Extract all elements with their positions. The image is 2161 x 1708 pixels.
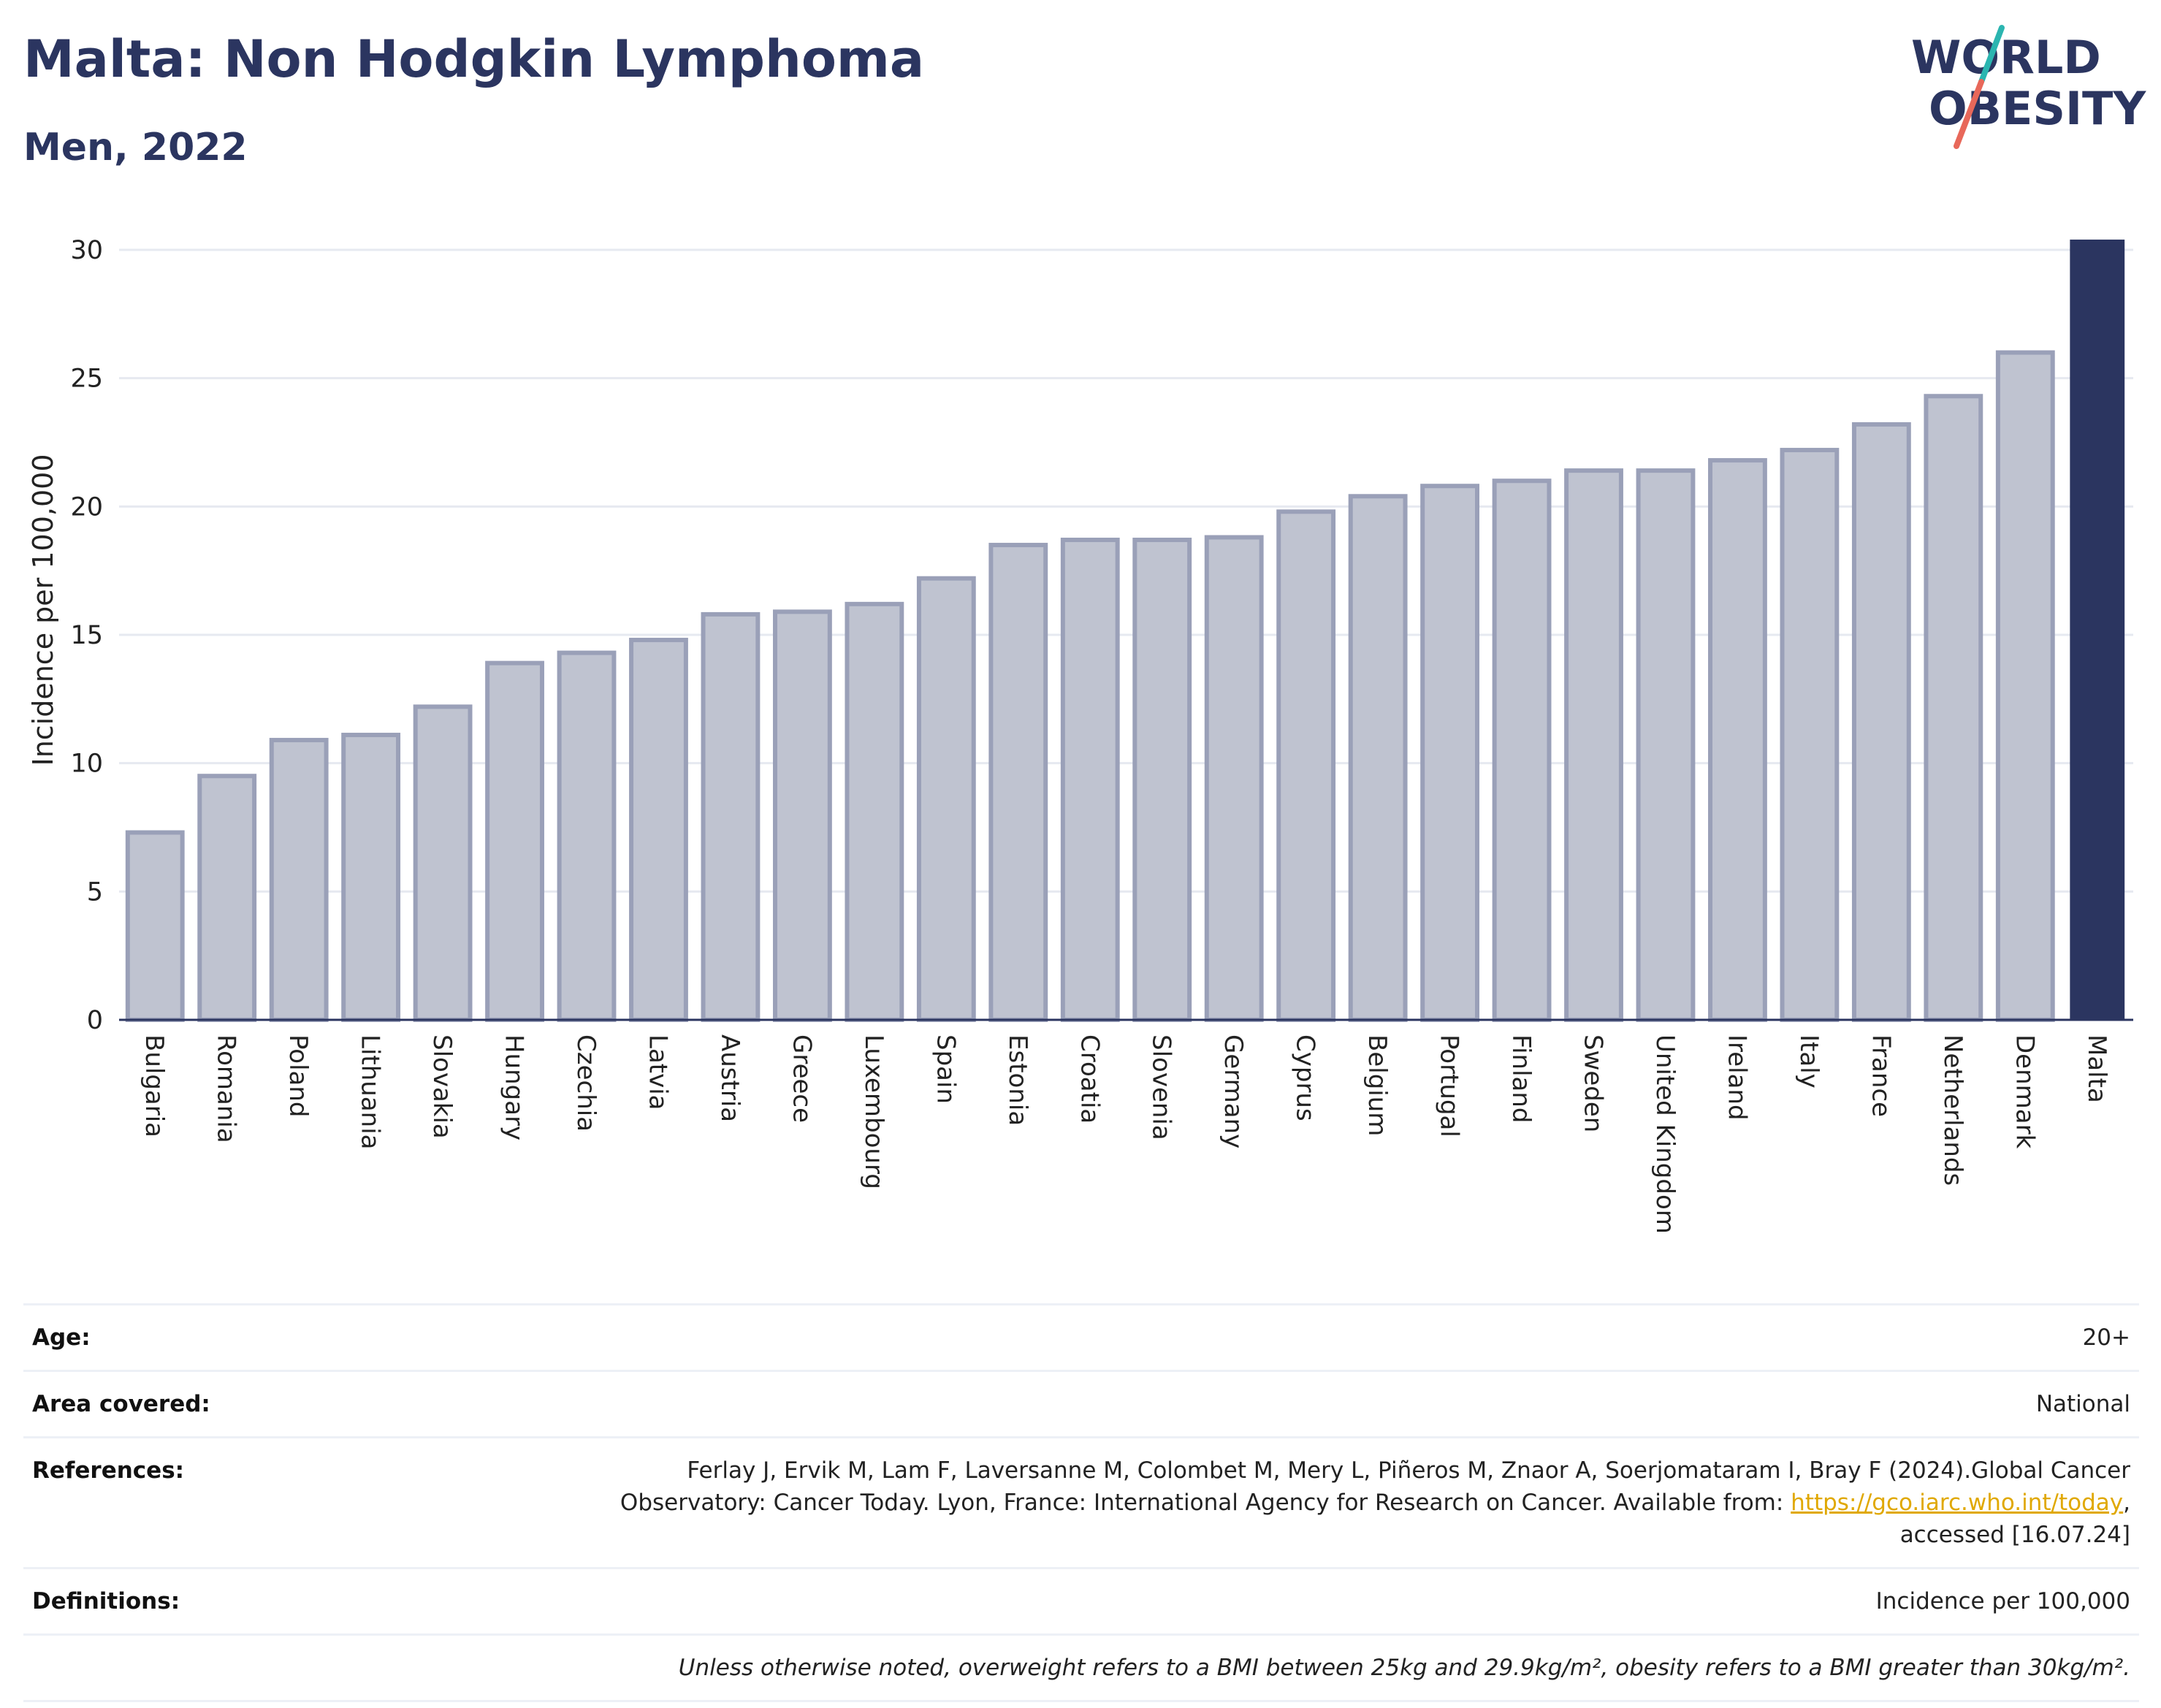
bars — [125, 239, 2125, 1023]
x-tick-label: Germany — [1219, 1034, 1248, 1148]
bar-romania — [197, 774, 257, 1022]
references-value: Ferlay J, Ervik M, Lam F, Laversanne M, … — [552, 1438, 2139, 1568]
y-axis-title: Incidence per 100,000 — [27, 454, 59, 766]
bar-belgium — [1348, 494, 1408, 1022]
axes: 0 5 10 15 20 25 30 Bulgaria Romania Poland Lithuan… — [70, 236, 2133, 1234]
logo-text-world: WORLD — [1911, 31, 2101, 84]
bmi-note: Unless otherwise noted, overweight refer… — [678, 1655, 2130, 1681]
x-tick-label: Sweden — [1579, 1034, 1608, 1132]
x-tick-label: Hungary — [500, 1034, 529, 1140]
x-tick-label: United Kingdom — [1650, 1034, 1680, 1234]
x-tick-label: Spain — [931, 1034, 960, 1104]
x-tick-label: Bulgaria — [140, 1034, 169, 1137]
x-tick-label: Slovenia — [1147, 1034, 1176, 1140]
logo-slash-coral — [1954, 79, 1984, 149]
x-tick-label: Estonia — [1003, 1034, 1032, 1126]
references-line1: Ferlay J, Ervik M, Lam F, Laversanne M, … — [687, 1457, 2130, 1484]
x-tick-label: Belgium — [1362, 1034, 1392, 1136]
bar-portugal — [1420, 484, 1480, 1022]
bar-malta — [2070, 239, 2125, 1020]
bar-italy — [1780, 448, 1840, 1023]
info-row-area: Area covered: National — [23, 1370, 2139, 1438]
age-value: 20+ — [2082, 1324, 2130, 1351]
bar-slovakia — [413, 704, 473, 1023]
y-tick-label: 30 — [70, 236, 103, 265]
definitions-label: Definitions: — [32, 1588, 180, 1614]
y-tick-label: 5 — [87, 877, 103, 907]
bar-hungary — [485, 660, 544, 1022]
bar-ireland — [1708, 458, 1767, 1022]
bar-latvia — [629, 638, 688, 1022]
bar-sweden — [1564, 468, 1623, 1022]
x-tick-label: Italy — [1794, 1034, 1823, 1089]
y-tick-label: 15 — [70, 621, 103, 650]
x-tick-label: Lithuania — [356, 1034, 385, 1149]
bar-finland — [1492, 479, 1552, 1022]
info-row-note: Unless otherwise noted, overweight refer… — [23, 1634, 2139, 1701]
area-value: National — [2035, 1391, 2130, 1417]
x-tick-label: Latvia — [643, 1034, 672, 1110]
definitions-value: Incidence per 100,000 — [1875, 1588, 2130, 1614]
x-tick-label: Austria — [715, 1034, 744, 1122]
info-table: Age: 20+ Area covered: National Referenc… — [23, 1303, 2139, 1702]
x-tick-label: Portugal — [1435, 1034, 1464, 1137]
x-tick-label: Netherlands — [1938, 1034, 1967, 1186]
bar-cyprus — [1276, 509, 1336, 1022]
info-row-references: References: Ferlay J, Ervik M, Lam F, La… — [23, 1437, 2139, 1568]
age-label: Age: — [32, 1324, 91, 1351]
bar-denmark — [1995, 350, 2055, 1023]
bar-netherlands — [1924, 394, 1983, 1022]
bar-germany — [1204, 535, 1264, 1022]
page-subtitle: Men, 2022 — [23, 126, 248, 169]
note-spacer — [23, 1635, 552, 1701]
info-row-definitions: Definitions: Incidence per 100,000 — [23, 1568, 2139, 1635]
logo-slash-teal — [1978, 25, 2005, 85]
y-tick-label: 20 — [70, 492, 103, 522]
y-tick-label: 0 — [87, 1006, 103, 1035]
page-title: Malta: Non Hodgkin Lymphoma — [23, 29, 925, 89]
references-line2-post: , — [2123, 1490, 2130, 1516]
bar-greece — [772, 609, 832, 1022]
references-line2: Observatory: Cancer Today. Lyon, France:… — [620, 1490, 1791, 1516]
x-tick-label: Greece — [787, 1034, 816, 1123]
x-tick-label: Croatia — [1075, 1034, 1104, 1124]
area-label: Area covered: — [32, 1391, 210, 1417]
bar-luxembourg — [845, 601, 904, 1022]
y-tick-label: 25 — [70, 365, 103, 394]
bar-austria — [701, 611, 761, 1022]
bar-spain — [916, 576, 976, 1022]
x-tick-label: Luxembourg — [859, 1034, 888, 1189]
x-tick-label: Slovakia — [427, 1034, 457, 1139]
x-tick-label: Poland — [283, 1034, 313, 1118]
x-tick-label: Cyprus — [1291, 1034, 1320, 1121]
bar-poland — [269, 738, 329, 1023]
references-link[interactable]: https://gco.iarc.who.int/today — [1791, 1490, 2124, 1516]
x-tick-label: Denmark — [2010, 1034, 2039, 1149]
x-tick-label: Romania — [212, 1034, 241, 1143]
bar-estonia — [988, 543, 1048, 1022]
x-tick-label: Malta — [2082, 1034, 2111, 1103]
references-label: References: — [32, 1457, 185, 1484]
bar-united-kingdom — [1636, 468, 1696, 1022]
bar-slovenia — [1132, 538, 1192, 1022]
bar-croatia — [1060, 538, 1120, 1022]
y-tick-label: 10 — [70, 750, 103, 779]
info-row-age: Age: 20+ — [23, 1304, 2139, 1371]
x-tick-label: France — [1866, 1034, 1895, 1117]
x-tick-label: Czechia — [571, 1034, 601, 1132]
bar-france — [1851, 422, 1911, 1022]
bar-lithuania — [341, 733, 401, 1023]
x-tick-label: Finland — [1506, 1034, 1536, 1124]
x-tick-label: Ireland — [1722, 1034, 1751, 1121]
world-obesity-logo: WORLD OBESITY — [1911, 25, 2146, 149]
bar-chart: 0 5 10 15 20 25 30 Bulgaria Romania Poland Lithuan… — [27, 236, 2133, 1234]
bar-bulgaria — [125, 830, 185, 1022]
bar-czechia — [557, 650, 617, 1022]
references-line3: accessed [16.07.24] — [1899, 1522, 2130, 1548]
